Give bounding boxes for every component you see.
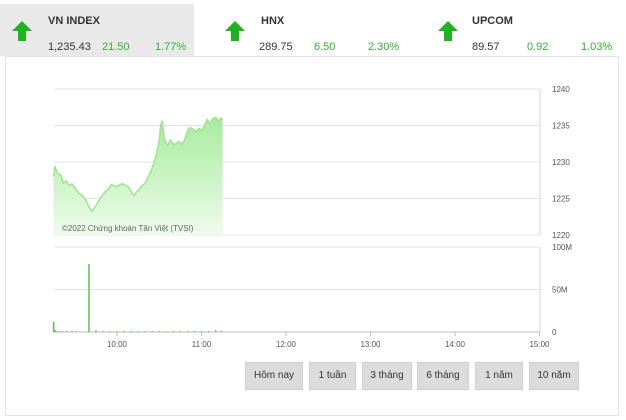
tab-hnx[interactable]: HNX 289.75 6.50 2.30% [213, 4, 413, 56]
tab-change: 0.92 [527, 41, 549, 53]
range-button-1-week[interactable]: 1 tuần [309, 362, 356, 390]
volume-tick-label: 0 [552, 328, 557, 337]
volume-bar [71, 331, 73, 332]
volume-bar [75, 331, 77, 332]
volume-bar [102, 331, 104, 332]
volume-bar [200, 331, 203, 332]
up-arrow-icon [438, 21, 458, 41]
volume-bar [55, 331, 58, 332]
tab-percent: 2.30% [368, 41, 400, 53]
volume-bar [158, 331, 161, 332]
volume-tick-label: 100M [552, 243, 572, 252]
volume-bar [65, 331, 68, 332]
volume-bar [58, 331, 61, 332]
up-arrow-icon [225, 21, 245, 41]
tab-vn-index[interactable]: VN INDEX 1,235.43 21.50 1.77% [0, 4, 194, 56]
chart-watermark: ©2022 Chứng khoán Tân Việt (TVSI) [62, 224, 194, 233]
price-tick-label: 1220 [552, 231, 570, 240]
price-tick-label: 1240 [552, 85, 570, 94]
price-area [53, 117, 223, 235]
tab-value: 89.57 [472, 41, 500, 53]
time-tick-label: 15:00 [529, 340, 550, 349]
volume-bar [61, 331, 63, 332]
volume-bar [137, 331, 139, 332]
volume-bar [123, 331, 125, 332]
time-axis: 10:00 11:00 12:00 13:00 14:00 15:00 [107, 332, 550, 349]
tab-percent: 1.77% [155, 41, 187, 53]
range-button-6-months[interactable]: 6 tháng [417, 362, 469, 390]
volume-bar [165, 331, 168, 332]
tab-value: 1,235.43 [48, 41, 91, 53]
tab-name: VN INDEX [48, 15, 100, 27]
index-tabs: VN INDEX 1,235.43 21.50 1.77% HNX 289.75… [0, 0, 626, 56]
range-button-10-years[interactable]: 10 năm [529, 362, 579, 390]
volume-bar [186, 331, 189, 332]
volume-axis: 100M 50M 0 [552, 243, 572, 337]
volume-bar [53, 321, 55, 332]
time-tick-label: 14:00 [445, 340, 466, 349]
tab-value: 289.75 [259, 41, 293, 53]
tab-name: UPCOM [472, 15, 513, 27]
range-button-today[interactable]: Hôm nay [245, 362, 303, 390]
price-tick-label: 1235 [552, 122, 570, 131]
volume-bar [109, 331, 111, 332]
volume-bar [88, 264, 90, 332]
tab-change: 6.50 [314, 41, 336, 53]
up-arrow-icon [12, 21, 32, 41]
intraday-chart: ©2022 Chứng khoán Tân Việt (TVSI) 124012… [52, 85, 572, 349]
price-tick-label: 1225 [552, 195, 570, 204]
volume-bar [207, 331, 210, 332]
range-button-1-year[interactable]: 1 năm [475, 362, 523, 390]
time-tick-label: 13:00 [360, 340, 381, 349]
tab-change: 21.50 [102, 41, 130, 53]
volume-tick-label: 50M [552, 286, 568, 295]
volume-bar [214, 330, 217, 332]
price-axis: 1240 1235 1230 1225 1220 [552, 85, 570, 240]
volume-grid [54, 246, 541, 333]
volume-bar [54, 330, 56, 332]
volume-bars [53, 264, 223, 332]
range-button-3-months[interactable]: 3 tháng [362, 362, 412, 390]
volume-bar [193, 331, 196, 332]
volume-bar [95, 330, 97, 332]
tab-name: HNX [261, 15, 285, 27]
chart-panel [5, 56, 619, 416]
price-tick-label: 1230 [552, 158, 570, 167]
time-tick-label: 11:00 [192, 340, 212, 349]
volume-bar [151, 331, 154, 332]
volume-bar [172, 331, 175, 332]
volume-bar [179, 331, 182, 332]
price-line [52, 116, 224, 213]
tab-percent: 1.03% [581, 41, 613, 53]
volume-bar [144, 331, 146, 332]
volume-bar [116, 331, 118, 332]
time-tick-label: 10:00 [107, 340, 128, 349]
tab-upcom[interactable]: UPCOM 89.57 0.92 1.03% [426, 4, 626, 56]
time-tick-label: 12:00 [276, 340, 297, 349]
volume-bar [220, 331, 223, 332]
volume-bar [130, 331, 132, 332]
